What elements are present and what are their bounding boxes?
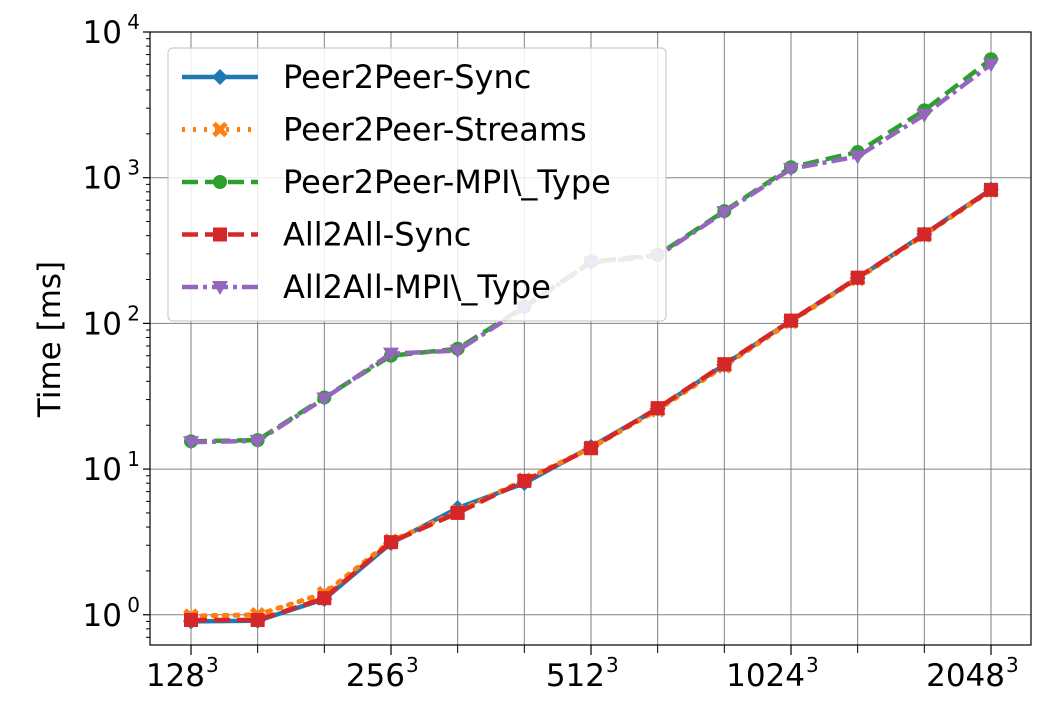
data-point <box>916 108 933 123</box>
y-tick-label: 10 <box>83 598 122 634</box>
legend-swatch-marker <box>212 121 228 138</box>
data-point <box>250 613 265 628</box>
data-point <box>650 401 665 416</box>
y-tick-label: 10 <box>83 306 122 342</box>
x-tick-label: 2048 <box>926 658 1005 694</box>
legend-box <box>167 47 667 322</box>
data-point <box>983 58 999 73</box>
data-point <box>984 182 998 197</box>
data-point <box>449 344 466 359</box>
x-tick-exponent: 3 <box>606 653 619 677</box>
data-point <box>383 347 399 362</box>
legend-item: Peer2Peer-Streams <box>182 111 587 149</box>
legend-label: All2All-MPI\_Type <box>283 268 551 306</box>
x-tick-exponent: 3 <box>206 653 219 677</box>
legend-item: Peer2Peer-Sync <box>182 58 531 96</box>
legend-swatch-marker <box>212 69 228 85</box>
data-point <box>917 227 932 242</box>
data-point <box>584 441 598 456</box>
x-tick-label: 1024 <box>726 658 805 694</box>
legend-label: Peer2Peer-Streams <box>283 111 587 149</box>
y-tick-exponent: 4 <box>127 10 140 34</box>
data-point <box>249 434 266 449</box>
legend-item: Peer2Peer-MPI\_Type <box>182 163 611 201</box>
y-tick-exponent: 0 <box>127 593 140 617</box>
data-point <box>783 162 799 177</box>
data-point <box>849 150 866 165</box>
legend: Peer2Peer-Sync Peer2Peer-Streams Peer2Peer… <box>167 47 667 322</box>
x-tick-label: 256 <box>346 658 405 694</box>
y-tick-base: 10 <box>83 161 122 197</box>
y-tick-base: 10 <box>83 306 122 342</box>
y-tick-label: 10 <box>83 452 122 488</box>
y-tick-base: 10 <box>83 452 122 488</box>
legend-label: Peer2Peer-MPI\_Type <box>283 163 611 201</box>
legend-label: Peer2Peer-Sync <box>283 58 531 96</box>
data-point <box>183 436 199 451</box>
y-tick-base: 10 <box>83 598 122 634</box>
data-point <box>450 505 465 520</box>
data-point <box>184 613 198 628</box>
x-tick-label: 128 <box>146 658 205 694</box>
y-tick-exponent: 2 <box>127 301 140 325</box>
x-tick-label: 512 <box>546 658 605 694</box>
y-tick-label: 10 <box>83 161 122 197</box>
x-tick-exponent: 3 <box>806 653 819 677</box>
data-point <box>717 357 732 372</box>
x-tick-exponent: 3 <box>406 653 419 677</box>
y-tick-label: 10 <box>83 15 122 51</box>
data-point <box>316 392 333 407</box>
data-point <box>784 313 798 328</box>
marker-stroke <box>212 121 228 138</box>
data-point <box>384 535 398 550</box>
legend-label: All2All-Sync <box>283 216 471 254</box>
legend-swatch-marker <box>213 175 227 189</box>
y-axis-label: Time [ms] <box>32 261 68 418</box>
legend-item: All2All-Sync <box>182 216 471 254</box>
y-tick-base: 10 <box>83 15 122 51</box>
data-point <box>716 206 733 221</box>
legend-swatch-marker <box>212 281 228 295</box>
data-point <box>850 270 865 285</box>
y-tick-exponent: 1 <box>127 447 140 471</box>
legend-item: All2All-MPI\_Type <box>182 268 551 306</box>
y-tick-exponent: 3 <box>127 156 140 180</box>
series-3 <box>184 182 998 628</box>
legend-swatch-marker <box>213 227 227 242</box>
data-point <box>517 473 532 488</box>
data-point <box>317 591 332 606</box>
x-tick-exponent: 3 <box>1006 653 1019 677</box>
